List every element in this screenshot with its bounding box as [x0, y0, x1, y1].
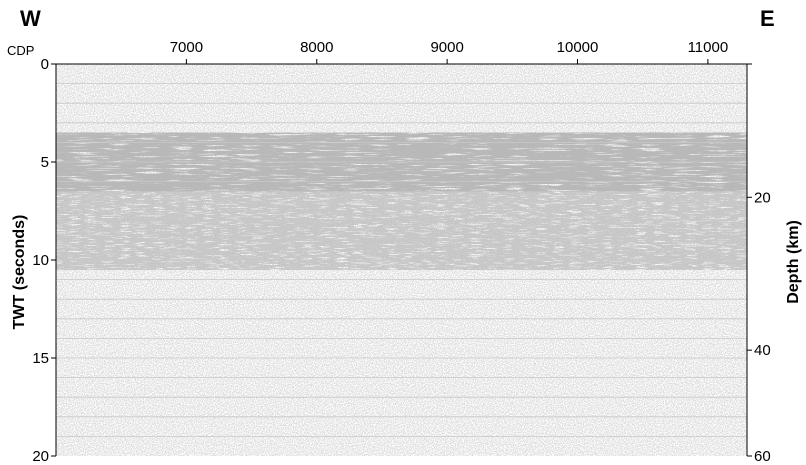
- x-tick-label: 9000: [430, 39, 463, 56]
- x-tick-label: 8000: [300, 39, 333, 56]
- right-axis-title: Depth (km): [785, 220, 802, 304]
- x-tick-label: 7000: [170, 39, 203, 56]
- right-tick-label: 20: [754, 189, 771, 206]
- left-tick-label: 20: [32, 448, 49, 465]
- left-tick-label: 0: [41, 56, 49, 73]
- right-tick-label: 40: [754, 342, 771, 359]
- x-tick-label: 10000: [557, 39, 599, 56]
- left-tick-label: 15: [32, 350, 49, 367]
- reflectivity-zone-1: [56, 191, 747, 270]
- east-label: E: [760, 6, 775, 31]
- x-axis-label: CDP: [7, 43, 34, 58]
- left-tick-label: 5: [41, 154, 49, 171]
- right-tick-label: 60: [754, 448, 771, 465]
- grid-lines: [56, 83, 747, 437]
- left-axis-title: TWT (seconds): [11, 215, 28, 330]
- axis-ticks: 7000 8000 9000 10000 11000 0 5 10 15 20 20 40 60: [32, 39, 770, 465]
- west-label: W: [20, 6, 41, 31]
- x-tick-label: 11000: [688, 39, 729, 56]
- left-tick-label: 10: [32, 252, 49, 269]
